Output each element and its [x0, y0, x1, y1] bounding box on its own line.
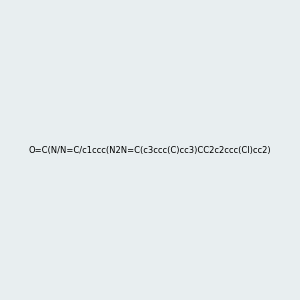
- Text: O=C(N/N=C/c1ccc(N2N=C(c3ccc(C)cc3)CC2c2ccc(Cl)cc2): O=C(N/N=C/c1ccc(N2N=C(c3ccc(C)cc3)CC2c2c…: [29, 146, 271, 154]
